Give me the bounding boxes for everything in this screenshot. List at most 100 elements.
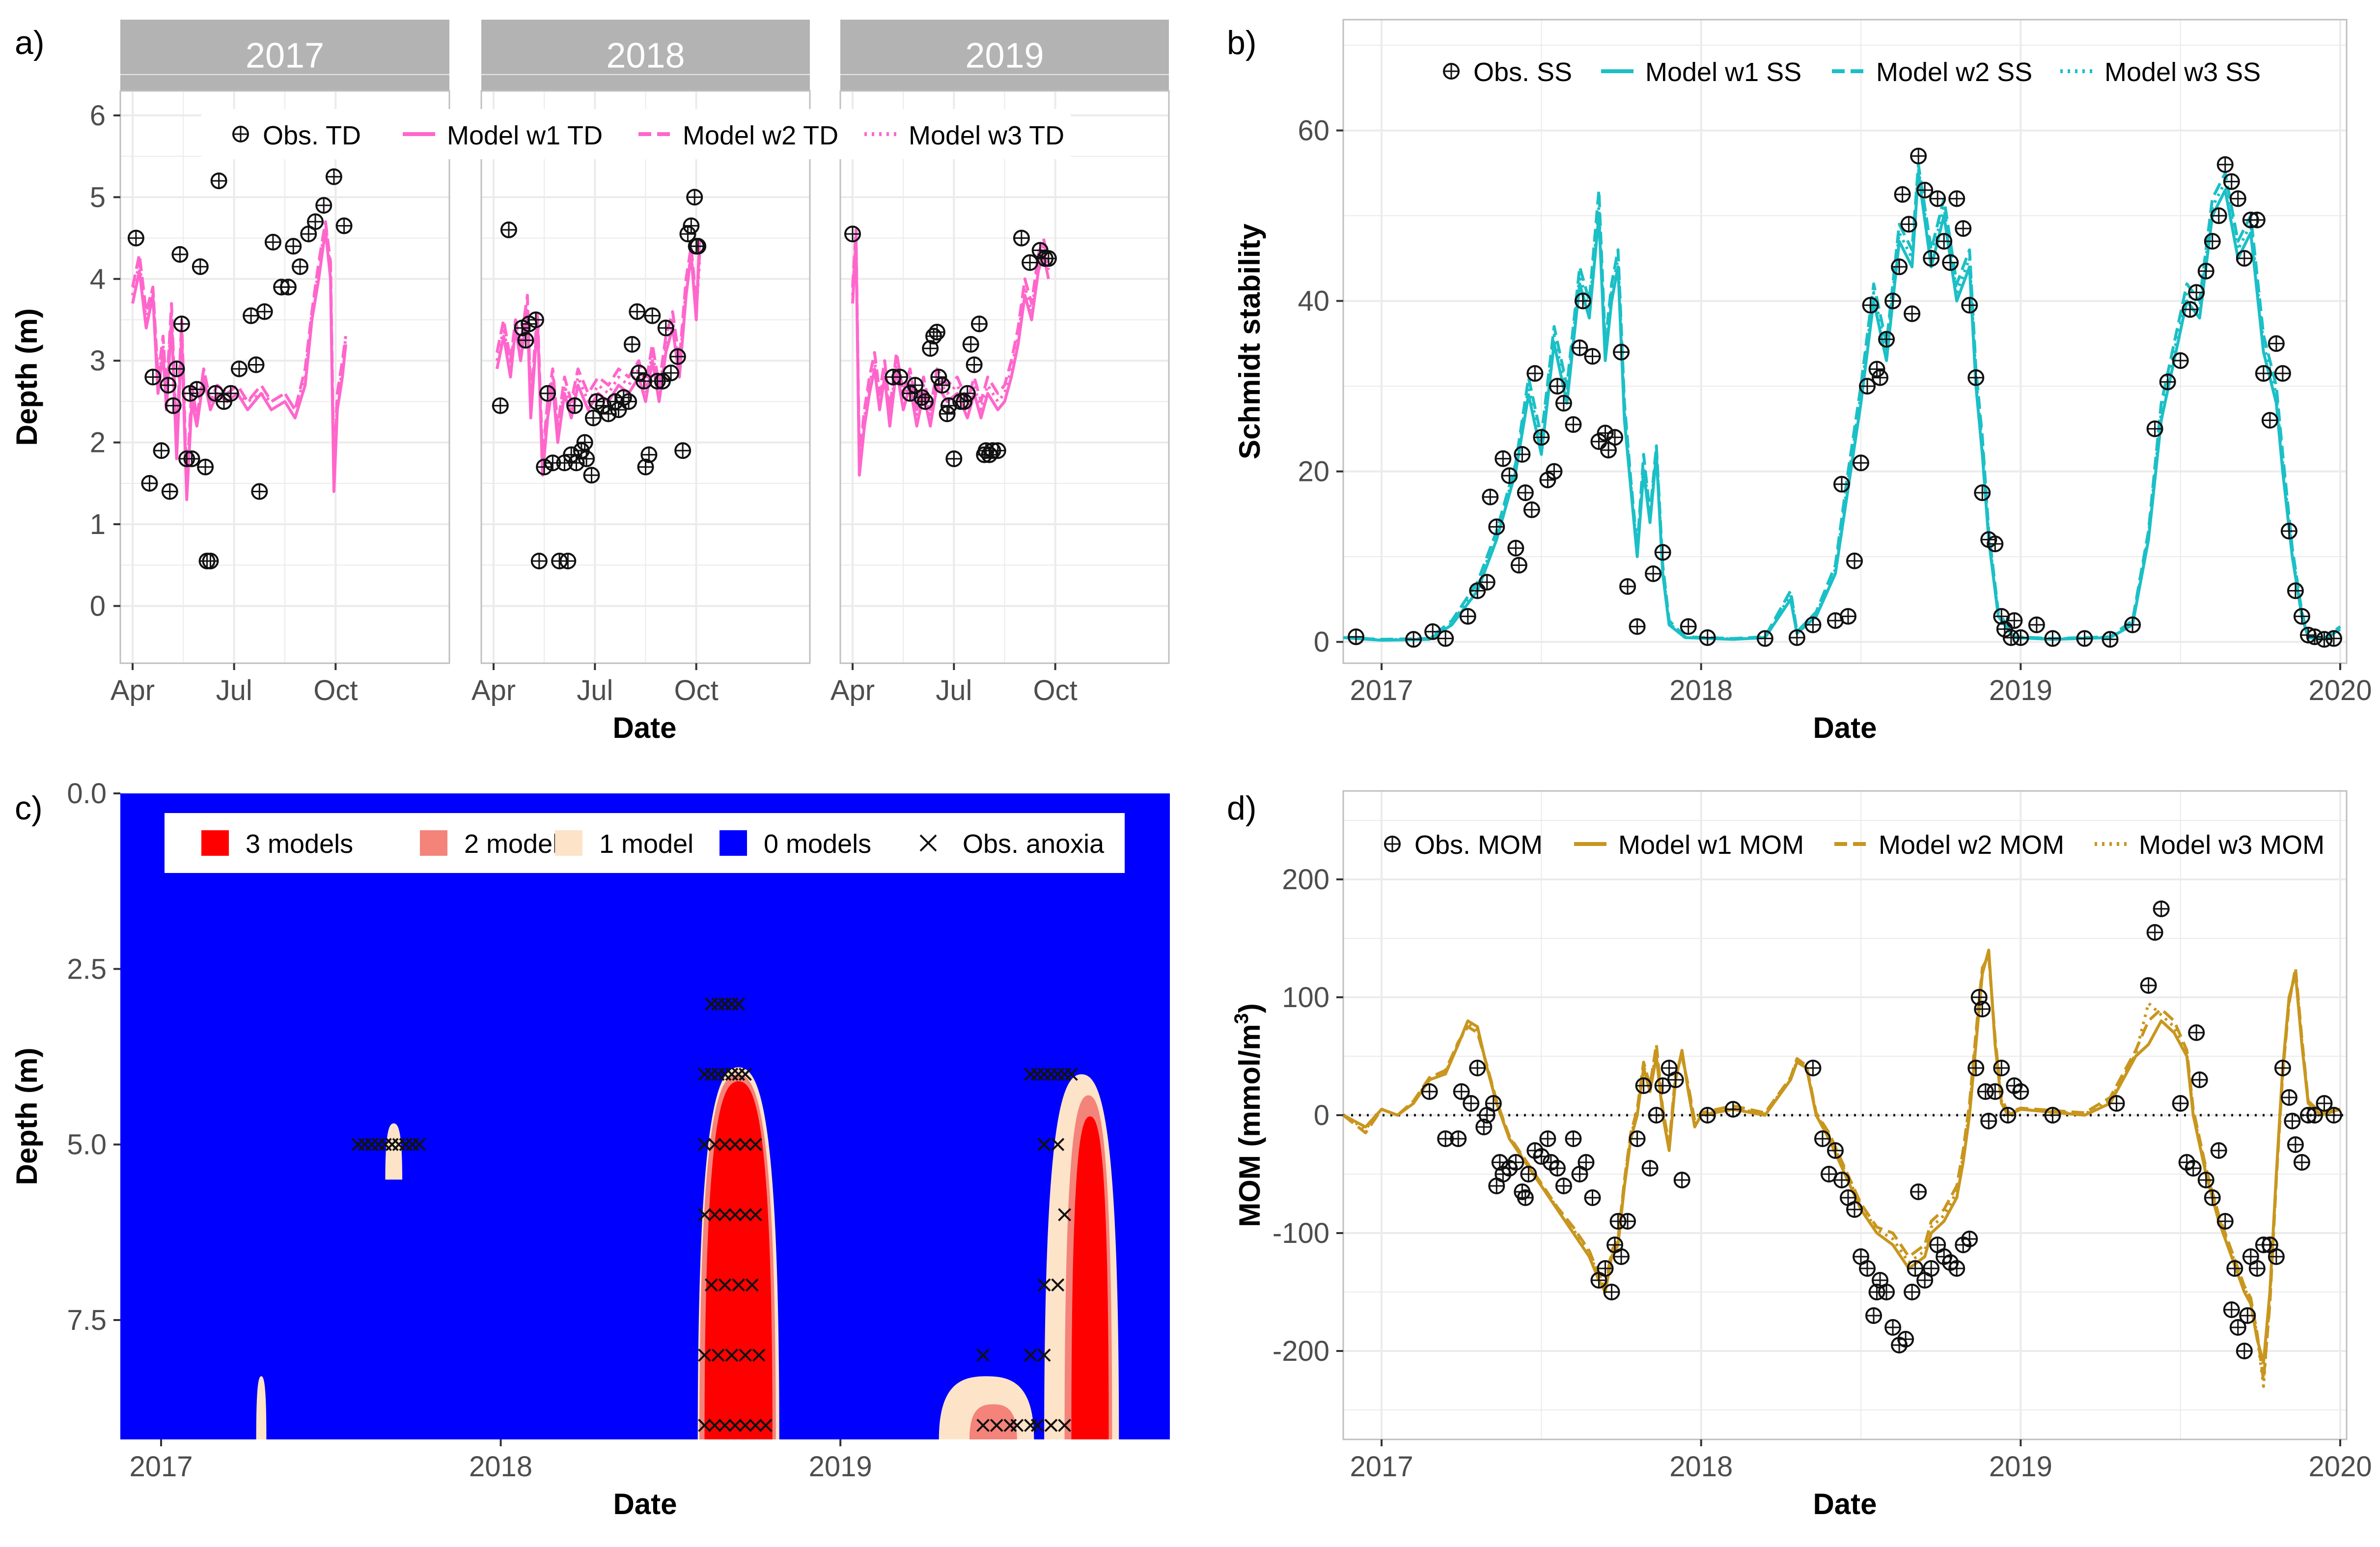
legend-label: Obs. SS — [1473, 57, 1572, 87]
obs-point — [1565, 1130, 1582, 1147]
legend-key-obs-anoxia — [919, 834, 937, 852]
legend: Obs. TD Model w1 TD Model w2 TD Model w3 TD — [201, 109, 1071, 159]
legend-label: 0 models — [764, 829, 871, 859]
obs-anoxia-point — [732, 1278, 746, 1292]
panel-b-schmidt-stability: 2017 2018 2019 2020 0 20 40 60 Date Schmidt stabi… — [1227, 19, 2372, 744]
obs-point — [1699, 629, 1716, 646]
x-axis-label: Date — [1813, 711, 1877, 744]
legend-key-swatch — [555, 830, 582, 856]
obs-point — [578, 450, 595, 467]
y-tick-label: 4 — [90, 263, 106, 295]
facet-label: 2017 — [246, 36, 324, 76]
x-axis-label: Date — [613, 1488, 677, 1520]
obs-point — [530, 552, 548, 569]
y-tick-label: 0 — [1314, 626, 1329, 658]
obs-point — [1613, 343, 1630, 361]
obs-point — [2280, 1089, 2297, 1106]
obs-anoxia-point — [728, 1208, 742, 1222]
obs-anoxia-point — [728, 1418, 742, 1432]
obs-point — [1424, 623, 1441, 640]
obs-point — [127, 229, 144, 247]
x-tick-label: Jul — [936, 675, 972, 706]
obs-point — [2268, 1248, 2285, 1265]
y-tick-label: 2 — [90, 427, 106, 459]
panel-a-temperature-depth: a) 2017 Apr Jul Oct 2018 Apr Jul Oct 2019 Apr Jul Oc… — [10, 20, 1170, 744]
obs-anoxia-point — [752, 1349, 766, 1362]
obs-point — [1699, 1107, 1716, 1124]
x-tick-label: 2020 — [2308, 1451, 2372, 1483]
obs-point — [165, 397, 182, 414]
obs-point — [901, 385, 918, 402]
obs-point — [1846, 552, 1863, 569]
obs-point — [1987, 535, 2004, 553]
obs-point — [1013, 229, 1030, 247]
obs-point — [959, 385, 976, 402]
obs-point — [2236, 1343, 2253, 1359]
series-line-model-w2-ss — [1343, 163, 2341, 641]
obs-point — [197, 458, 214, 476]
y-axis-label: MOM (mmol/m3) — [1231, 1003, 1266, 1227]
obs-point — [683, 217, 700, 234]
y-tick-label: 0.0 — [67, 778, 107, 810]
obs-point — [2102, 631, 2119, 648]
obs-point — [620, 393, 637, 410]
obs-point — [623, 336, 640, 353]
obs-anoxia-point — [1058, 1418, 1072, 1432]
obs-point — [1936, 233, 1953, 250]
obs-point — [1526, 365, 1544, 382]
series-line-model-w3-td — [495, 253, 701, 469]
obs-point — [161, 483, 178, 500]
obs-point — [1584, 348, 1601, 365]
obs-point — [2210, 207, 2227, 225]
obs-point — [1645, 565, 1662, 582]
x-tick-label: 2017 — [1350, 1451, 1413, 1483]
obs-point — [325, 168, 342, 185]
legend-key-swatch — [720, 830, 747, 856]
obs-point — [500, 221, 517, 238]
x-axis-label: Date — [612, 711, 676, 744]
obs-point — [1878, 331, 1895, 348]
obs-point — [891, 368, 909, 386]
y-tick-label: 1 — [90, 508, 106, 540]
obs-point — [144, 368, 162, 386]
facet-strip — [481, 20, 810, 91]
obs-anoxia-point — [748, 1138, 762, 1152]
obs-anoxia-point — [748, 1418, 762, 1432]
obs-point — [1897, 1331, 1914, 1348]
obs-point — [1606, 429, 1624, 446]
obs-point — [1517, 1189, 1534, 1206]
obs-point — [1555, 1178, 1572, 1194]
obs-point — [1549, 378, 1566, 395]
obs-point — [1405, 631, 1422, 648]
legend: Obs. MOM Model w1 MOM Model w2 MOM Model w3… — [1384, 830, 2325, 860]
legend-key-swatch — [201, 830, 229, 856]
obs-point — [1853, 454, 1870, 472]
x-tick-label: 2019 — [1989, 1451, 2052, 1483]
obs-point — [576, 434, 593, 451]
obs-point — [251, 483, 268, 500]
obs-point — [153, 442, 170, 459]
obs-point — [2274, 1060, 2291, 1076]
x-tick-label: Apr — [111, 675, 155, 706]
x-axis-label: Date — [1813, 1488, 1877, 1520]
obs-point — [202, 552, 219, 569]
y-axis-label: Schmidt stability — [1233, 223, 1266, 459]
obs-anoxia-point — [1010, 1418, 1024, 1432]
obs-point — [1478, 574, 1495, 591]
y-tick-label: 0 — [90, 591, 106, 622]
obs-point — [1872, 369, 1889, 386]
y-axis-label-close: ) — [1233, 1003, 1266, 1013]
obs-point — [930, 368, 947, 386]
obs-anoxia-point — [1037, 1349, 1051, 1362]
obs-point — [1667, 1071, 1684, 1088]
obs-point — [989, 442, 1006, 459]
obs-point — [2216, 1213, 2234, 1230]
obs-point — [2076, 630, 2093, 647]
obs-point — [1584, 1189, 1601, 1206]
obs-point — [1648, 1107, 1665, 1124]
obs-point — [1463, 1095, 1480, 1112]
obs-point — [285, 238, 302, 255]
obs-anoxia-point — [739, 1418, 752, 1432]
obs-point — [1724, 1101, 1742, 1118]
